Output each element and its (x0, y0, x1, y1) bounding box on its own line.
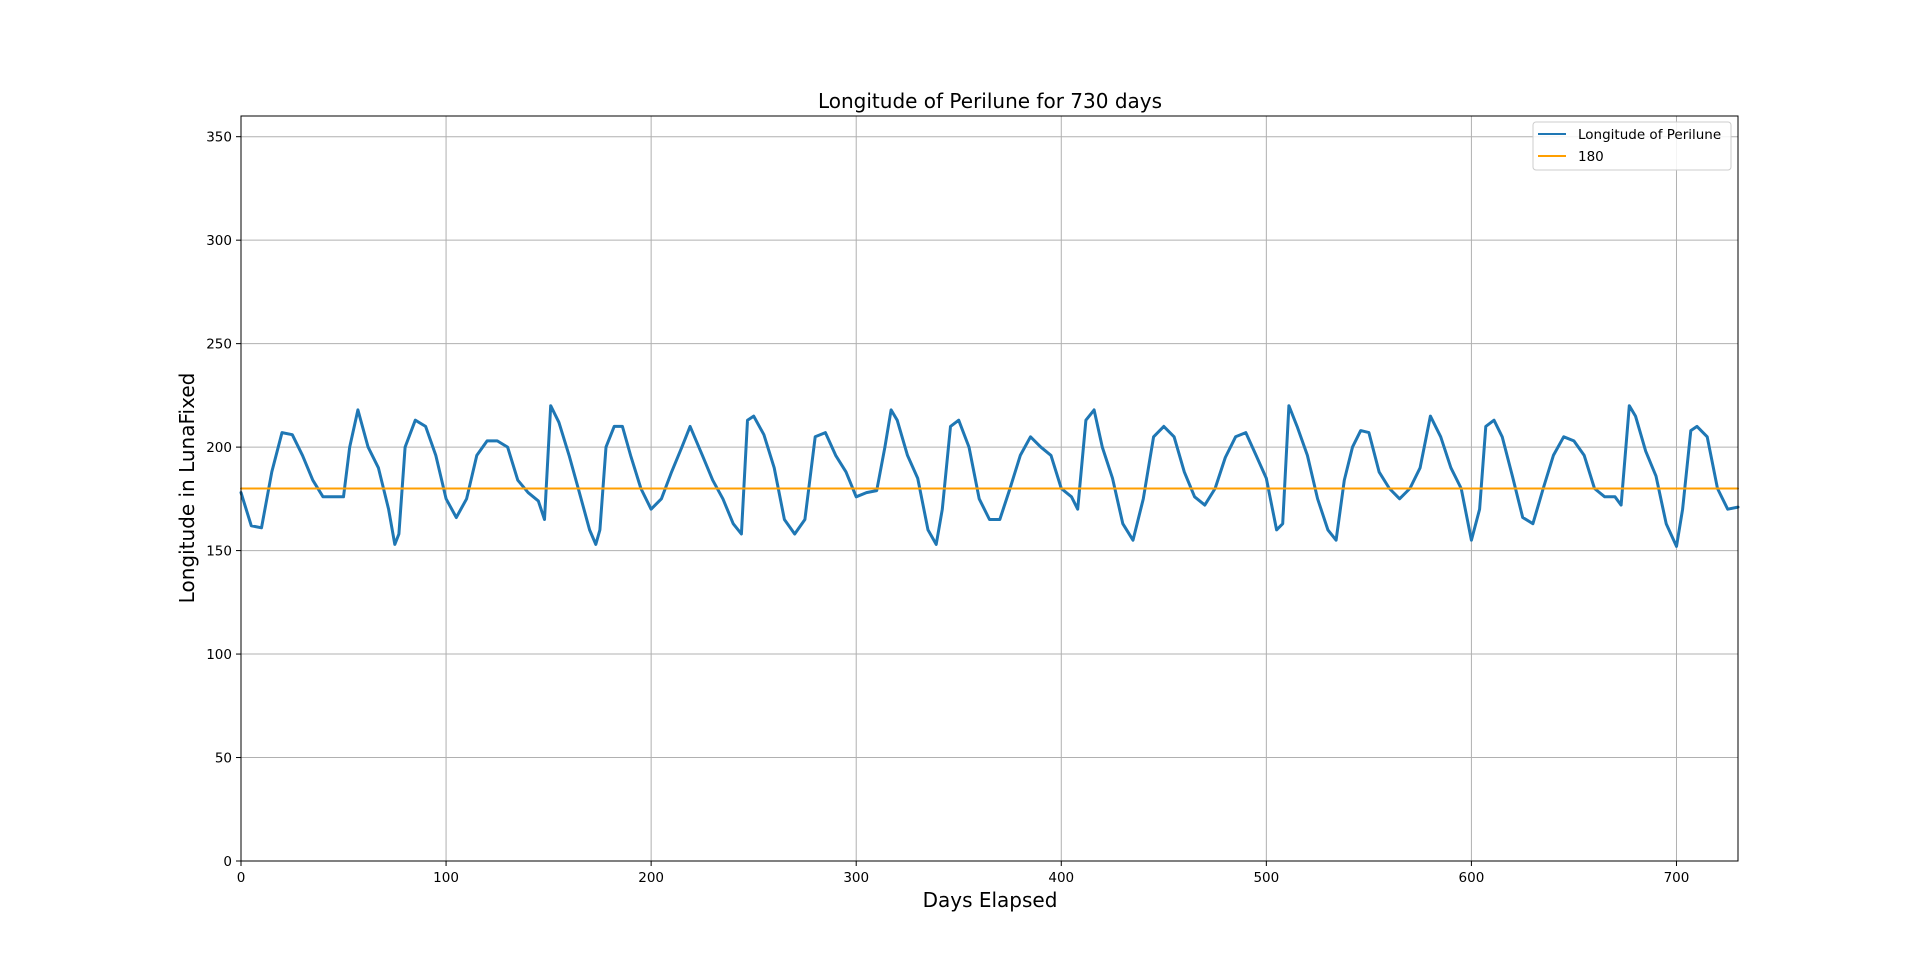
y-tick-label: 250 (206, 337, 232, 353)
y-tick-label: 0 (223, 854, 232, 870)
y-tick-label: 200 (206, 440, 232, 456)
x-axis-ticks: 0 100 200 300 400 500 600 700 (237, 861, 1690, 886)
x-tick-label: 400 (1048, 870, 1074, 886)
y-tick-label: 300 (206, 233, 232, 249)
y-tick-label: 100 (206, 647, 232, 663)
y-axis-label: Longitude in LunaFixed (175, 373, 199, 604)
y-tick-label: 350 (206, 130, 232, 146)
legend-label-perilune: Longitude of Perilune (1578, 127, 1721, 143)
x-tick-label: 500 (1253, 870, 1279, 886)
x-tick-label: 700 (1664, 870, 1690, 886)
x-tick-label: 100 (433, 870, 459, 886)
y-tick-label: 50 (215, 751, 232, 767)
x-tick-label: 300 (843, 870, 869, 886)
y-axis-ticks: 0 50 100 150 200 250 300 350 (206, 130, 241, 870)
x-tick-label: 200 (638, 870, 664, 886)
legend: Longitude of Perilune 180 (1532, 121, 1732, 171)
x-axis-label: Days Elapsed (923, 888, 1058, 912)
x-tick-label: 0 (237, 870, 246, 886)
legend-label-180: 180 (1578, 149, 1604, 165)
legend-box (1532, 121, 1732, 171)
plot-frame (240, 115, 1739, 862)
x-tick-label: 600 (1459, 870, 1485, 886)
y-tick-label: 150 (206, 544, 232, 560)
plot-series (239, 404, 1740, 548)
series-line-perilune (239, 404, 1740, 548)
chart-title: Longitude of Perilune for 730 days (818, 89, 1162, 113)
